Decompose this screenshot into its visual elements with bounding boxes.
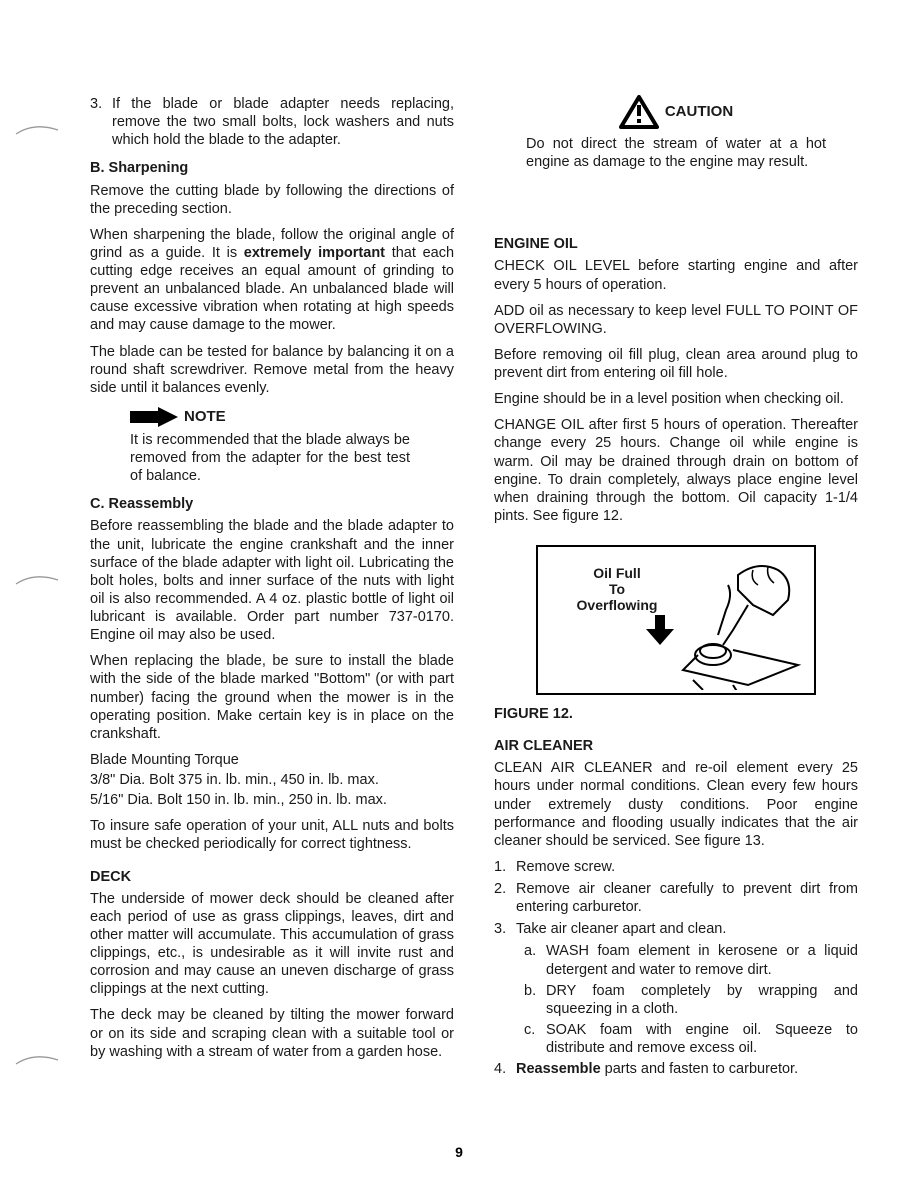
figure-text-line: To <box>609 581 625 597</box>
scan-mark-icon <box>14 120 59 138</box>
item-text: DRY foam completely by wrapping and sque… <box>546 982 858 1018</box>
bold-text: Reassemble <box>516 1061 601 1077</box>
item-number: 3. <box>90 95 112 149</box>
paragraph: When replacing the blade, be sure to ins… <box>90 652 454 743</box>
paragraph: ADD oil as necessary to keep level FULL … <box>494 302 858 338</box>
item-text: SOAK foam with engine oil. Squeeze to di… <box>546 1021 858 1057</box>
item-text: WASH foam element in kerosene or a liqui… <box>546 942 858 978</box>
item-number: 2. <box>494 880 516 916</box>
section-heading: ENGINE OIL <box>494 235 858 253</box>
paragraph: Before reassembling the blade and the bl… <box>90 517 454 644</box>
paragraph: Engine should be in a level position whe… <box>494 390 858 408</box>
list-item: 1. Remove screw. <box>494 858 858 876</box>
figure-caption: FIGURE 12. <box>494 705 858 723</box>
torque-spec: 5/16" Dia. Bolt 150 in. lb. min., 250 in… <box>90 791 454 809</box>
item-text: Remove air cleaner carefully to prevent … <box>516 880 858 916</box>
figure-text-line: Overflowing <box>577 597 658 613</box>
item-text: Take air cleaner apart and clean. <box>516 920 858 938</box>
paragraph: Remove the cutting blade by following th… <box>90 182 454 218</box>
paragraph: To insure safe operation of your unit, A… <box>90 817 454 853</box>
item-number: 4. <box>494 1060 516 1078</box>
text-span: parts and fasten to carburetor. <box>601 1061 798 1077</box>
list-item: 4. Reassemble parts and fasten to carbur… <box>494 1060 858 1078</box>
caution-text: Do not direct the stream of water at a h… <box>526 135 826 171</box>
caution-label: CAUTION <box>665 103 733 122</box>
torque-spec: 3/8" Dia. Bolt 375 in. lb. min., 450 in.… <box>90 771 454 789</box>
item-text: If the blade or blade adapter needs repl… <box>112 95 454 149</box>
paragraph: CLEAN AIR CLEANER and re-oil element eve… <box>494 759 858 850</box>
note-block: NOTE It is recommended that the blade al… <box>130 407 410 485</box>
right-column: CAUTION Do not direct the stream of wate… <box>494 95 858 1082</box>
scan-mark-icon <box>14 1050 59 1068</box>
item-number: 1. <box>494 858 516 876</box>
manual-page: 3. If the blade or blade adapter needs r… <box>0 0 918 1188</box>
item-number: 3. <box>494 920 516 938</box>
paragraph: CHANGE OIL after first 5 hours of operat… <box>494 416 858 525</box>
note-label: NOTE <box>184 408 226 427</box>
scan-mark-icon <box>14 570 59 588</box>
paragraph: The blade can be tested for balance by b… <box>90 343 454 397</box>
figure-label: Oil Full To Overflowing <box>562 565 672 613</box>
bold-text: extremely important <box>244 245 385 261</box>
paragraph: CHECK OIL LEVEL before starting engine a… <box>494 257 858 293</box>
list-item: 2. Remove air cleaner carefully to preve… <box>494 880 858 916</box>
caution-header: CAUTION <box>619 95 733 129</box>
paragraph: The deck may be cleaned by tilting the m… <box>90 1006 454 1060</box>
item-number: a. <box>524 942 546 978</box>
section-heading: B. Sharpening <box>90 159 454 177</box>
sub-list-item: b. DRY foam completely by wrapping and s… <box>524 982 858 1018</box>
item-text: Reassemble parts and fasten to carbureto… <box>516 1060 858 1078</box>
caution-block: CAUTION Do not direct the stream of wate… <box>526 95 826 171</box>
paragraph: When sharpening the blade, follow the or… <box>90 226 454 335</box>
engine-diagram-icon <box>678 555 808 690</box>
torque-heading: Blade Mounting Torque <box>90 751 454 769</box>
figure-text-line: Oil Full <box>593 565 640 581</box>
arrow-down-icon <box>646 615 674 645</box>
list-item: 3. If the blade or blade adapter needs r… <box>90 95 454 149</box>
note-text: It is recommended that the blade always … <box>130 431 410 485</box>
item-text: Remove screw. <box>516 858 858 876</box>
warning-triangle-icon <box>619 95 659 129</box>
figure-12: Oil Full To Overflowing <box>536 545 816 695</box>
section-heading: AIR CLEANER <box>494 737 858 755</box>
paragraph: The underside of mower deck should be cl… <box>90 890 454 999</box>
sub-list-item: c. SOAK foam with engine oil. Squeeze to… <box>524 1021 858 1057</box>
sub-list-item: a. WASH foam element in kerosene or a li… <box>524 942 858 978</box>
paragraph: Before removing oil fill plug, clean are… <box>494 346 858 382</box>
item-number: c. <box>524 1021 546 1057</box>
left-column: 3. If the blade or blade adapter needs r… <box>90 95 454 1082</box>
arrow-right-icon <box>130 407 178 427</box>
page-number: 9 <box>455 1144 463 1160</box>
note-header: NOTE <box>130 407 410 427</box>
section-heading: C. Reassembly <box>90 495 454 513</box>
two-column-layout: 3. If the blade or blade adapter needs r… <box>90 95 858 1082</box>
item-number: b. <box>524 982 546 1018</box>
section-heading: DECK <box>90 868 454 886</box>
list-item: 3. Take air cleaner apart and clean. <box>494 920 858 938</box>
